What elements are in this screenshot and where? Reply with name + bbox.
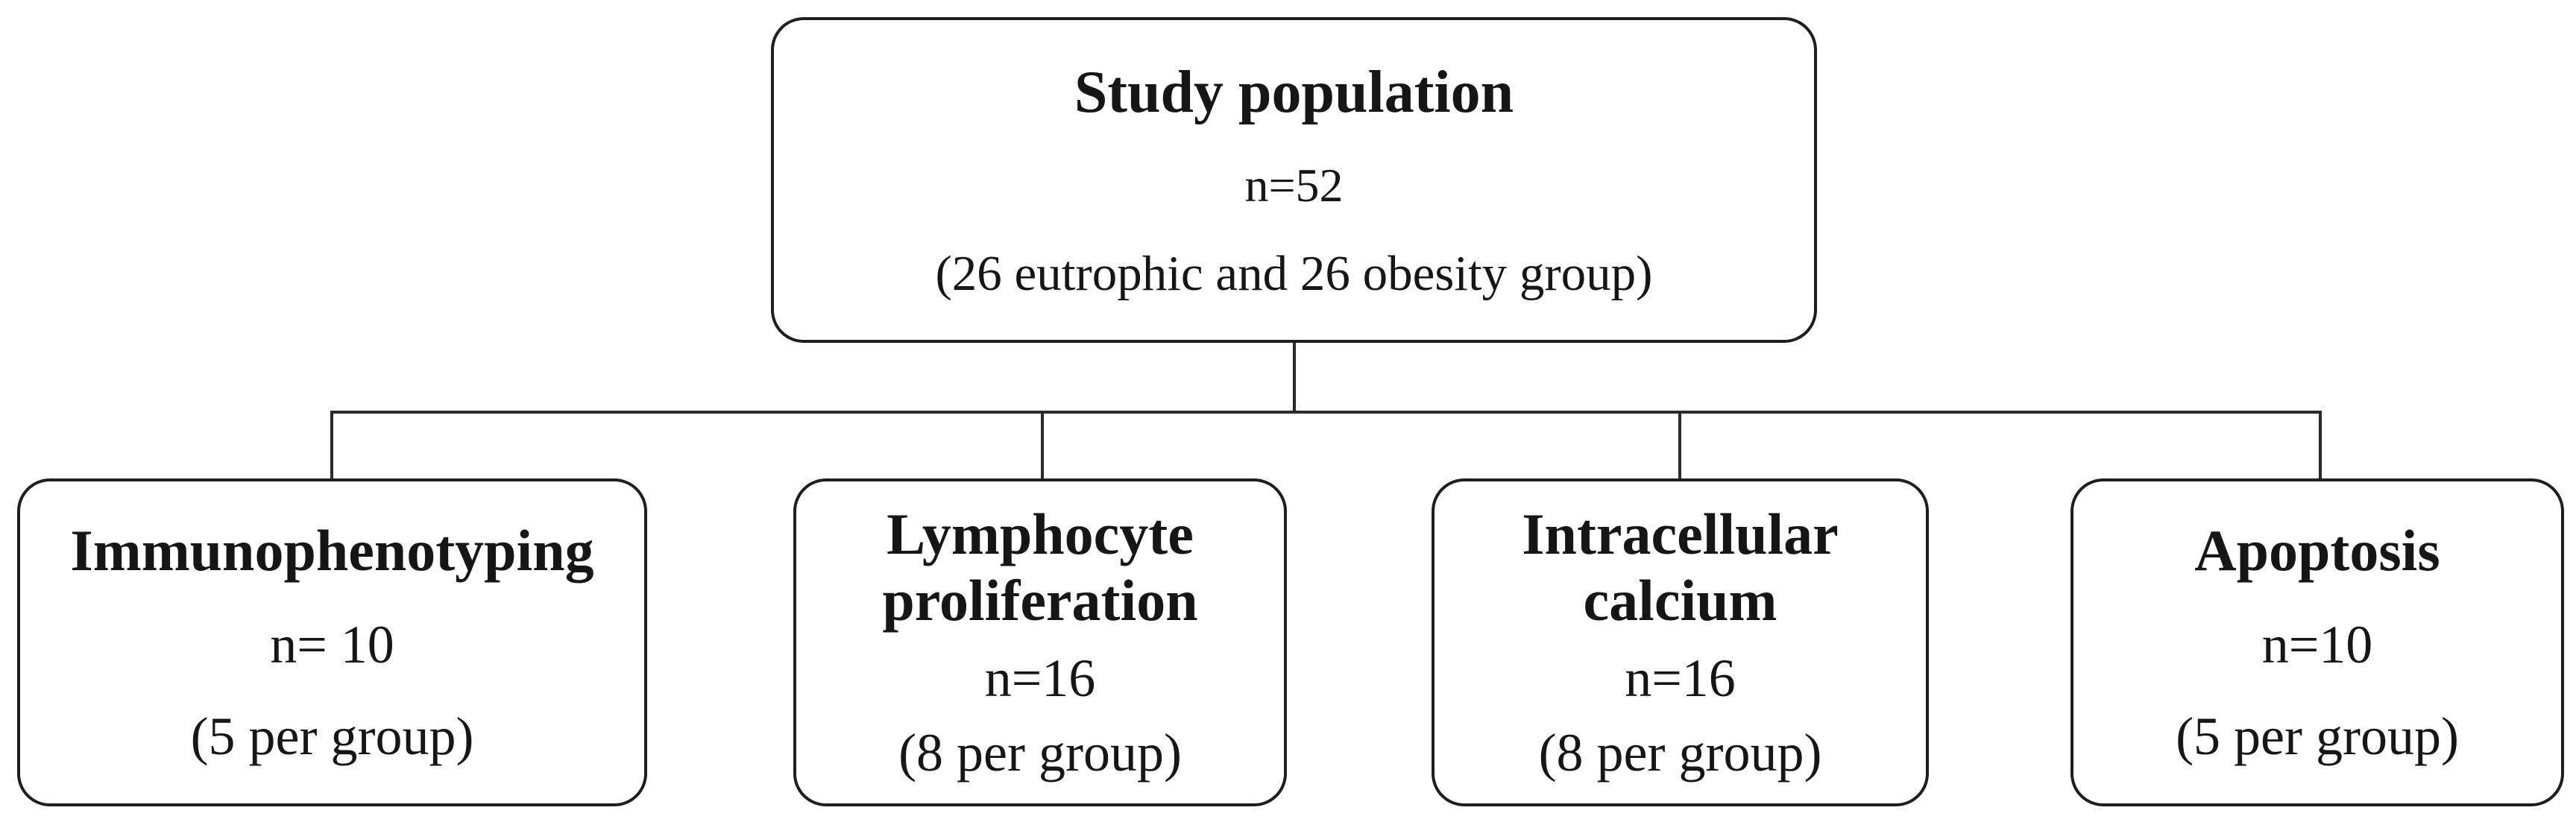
node-n: n=10 — [2261, 614, 2373, 674]
node-title: Study population — [1074, 59, 1514, 125]
node-lymphocyte-proliferation: Lymphocyte proliferation n=16 (8 per gro… — [793, 478, 1287, 806]
node-detail: (5 per group) — [190, 706, 474, 766]
node-n: n= 10 — [270, 614, 394, 674]
node-detail: (8 per group) — [1538, 723, 1822, 783]
node-title: Apoptosis — [2194, 518, 2440, 584]
node-n: n=16 — [1625, 648, 1736, 708]
node-study-population: Study population n=52 (26 eutrophic and … — [771, 17, 1817, 343]
node-detail: (8 per group) — [898, 723, 1182, 783]
node-title: Immunophenotyping — [70, 518, 594, 584]
node-detail: (26 eutrophic and 26 obesity group) — [935, 245, 1653, 301]
node-immunophenotyping: Immunophenotyping n= 10 (5 per group) — [17, 478, 647, 806]
node-detail: (5 per group) — [2176, 706, 2459, 766]
node-n: n=16 — [984, 648, 1096, 708]
node-n: n=52 — [1244, 159, 1344, 212]
node-apoptosis: Apoptosis n=10 (5 per group) — [2070, 478, 2564, 806]
node-intracellular-calcium: Intracellular calcium n=16 (8 per group) — [1432, 478, 1929, 806]
node-title: Intracellular calcium — [1522, 501, 1839, 633]
node-title: Lymphocyte proliferation — [882, 501, 1198, 633]
